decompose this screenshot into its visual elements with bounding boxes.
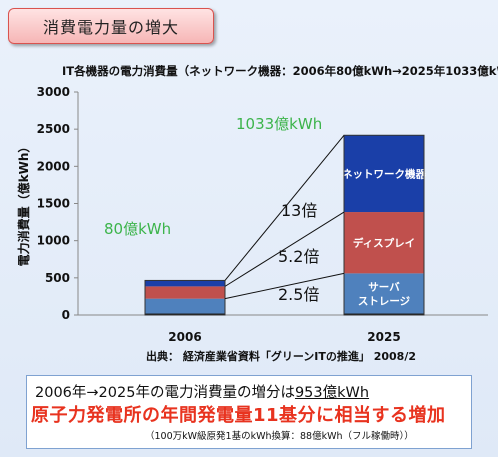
connector-line <box>224 272 345 300</box>
summary-box: 2006年→2025年の電力消費量の増分は953億kWh 原子力発電所の年間発電… <box>26 375 472 449</box>
stacked-bar-chart: IT各機器の電力消費量（ネットワーク機器：2006年80億kWh→2025年10… <box>16 64 498 363</box>
connector-line <box>224 134 345 281</box>
bar-base <box>344 313 424 315</box>
y-tick-label: 500 <box>45 271 70 285</box>
bar-segment <box>344 212 424 274</box>
chart-source: 出典： 経済産業省資料「グリーンITの推進」 2008/2 <box>146 349 416 363</box>
x-category-label: 2006 <box>168 330 201 344</box>
segment-label: ネットワーク機器 <box>342 168 426 181</box>
bar-segment <box>145 286 225 299</box>
ratio-label: 5.2倍 <box>278 247 319 266</box>
segment-label: ストレージ <box>358 295 411 307</box>
connector-line <box>224 211 345 287</box>
bar-segment <box>145 298 225 314</box>
segment-label: サーバ <box>368 281 400 293</box>
summary-line-1-text: 2006年→2025年の電力消費量の増分は <box>35 385 295 401</box>
summary-line-2: 原子力発電所の年間発電量11基分に相当する増加 <box>31 405 446 426</box>
chart-title: IT各機器の電力消費量（ネットワーク機器：2006年80億kWh→2025年10… <box>62 64 498 78</box>
ratio-label: 2.5倍 <box>278 285 319 304</box>
summary-line-1: 2006年→2025年の電力消費量の増分は953億kWh <box>35 381 369 402</box>
ratio-label: 13倍 <box>281 201 317 220</box>
summary-footnote: （100万kW級原発1基のkWh換算：88億kWh（フル稼働時）） <box>145 431 414 442</box>
y-axis-label: 電力消費量（億kWh） <box>16 141 31 267</box>
segment-label: ディスプレイ <box>353 237 415 250</box>
bar-outline <box>144 279 226 316</box>
annotation-2025-value: 1033億kWh <box>236 115 322 133</box>
y-tick-label: 3000 <box>37 85 70 99</box>
x-category-label: 2025 <box>367 330 400 344</box>
bar-segment <box>344 135 424 213</box>
bar-base <box>145 313 225 315</box>
y-tick-label: 0 <box>62 308 70 322</box>
annotation-2006-value: 80億kWh <box>104 220 171 238</box>
bar-segment <box>145 280 225 287</box>
summary-increase-value: 953億kWh <box>294 385 370 401</box>
page-title: 消費電力量の増大 <box>8 8 214 44</box>
y-tick-label: 1000 <box>37 234 70 248</box>
y-tick-label: 2000 <box>37 159 70 173</box>
bar-outline <box>343 134 425 316</box>
y-tick-label: 1500 <box>37 197 70 211</box>
y-tick-label: 2500 <box>37 122 70 136</box>
bar-segment <box>344 273 424 314</box>
